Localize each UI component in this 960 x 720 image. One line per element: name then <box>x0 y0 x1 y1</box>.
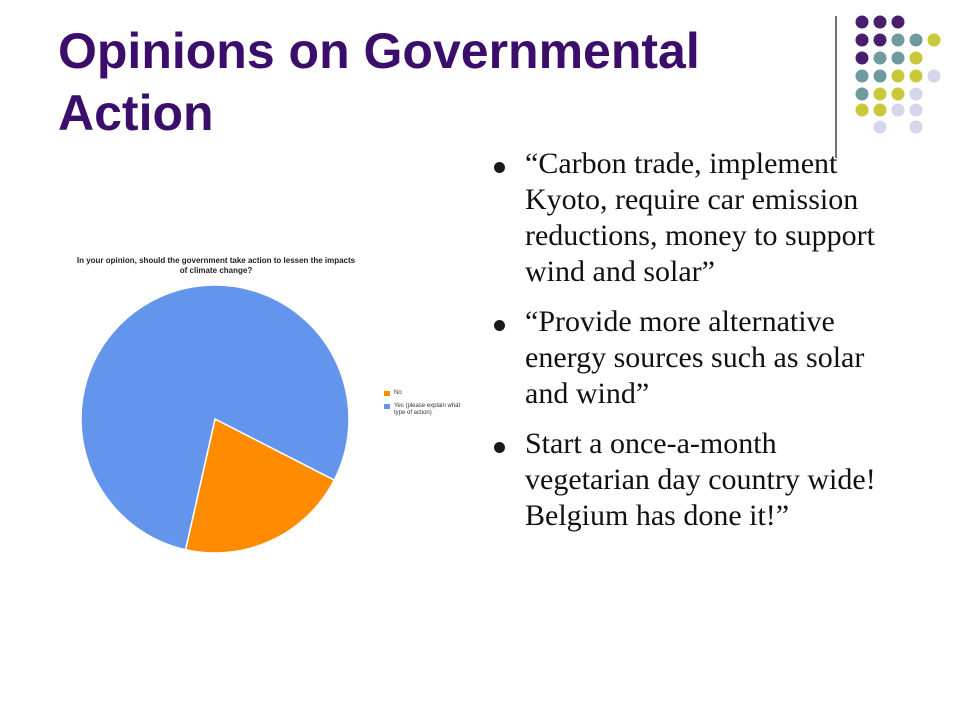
legend-label-yes: Yes (please explain what type of action) <box>394 403 461 416</box>
legend-label-no: No <box>394 390 402 396</box>
pie-slice-no <box>184 417 336 554</box>
legend-item-no: No <box>384 390 464 397</box>
bullet-item: “Carbon trade, implement Kyoto, require … <box>490 146 890 290</box>
bullet-item: Start a once-a-month vegetarian day coun… <box>490 426 890 534</box>
page-title: Opinions on Governmental Action <box>58 23 700 141</box>
bullet-item: “Provide more alternative energy sources… <box>490 304 890 412</box>
pie-slice-yes <box>80 284 350 551</box>
legend-swatch-yes <box>384 404 390 409</box>
chart-title: In your opinion, should the government t… <box>76 256 356 275</box>
legend-item-yes: Yes (please explain what type of action) <box>384 403 464 417</box>
legend-swatch-no <box>384 391 390 396</box>
bullet-list: “Carbon trade, implement Kyoto, require … <box>490 146 890 548</box>
chart-legend: No Yes (please explain what type of acti… <box>384 390 464 423</box>
